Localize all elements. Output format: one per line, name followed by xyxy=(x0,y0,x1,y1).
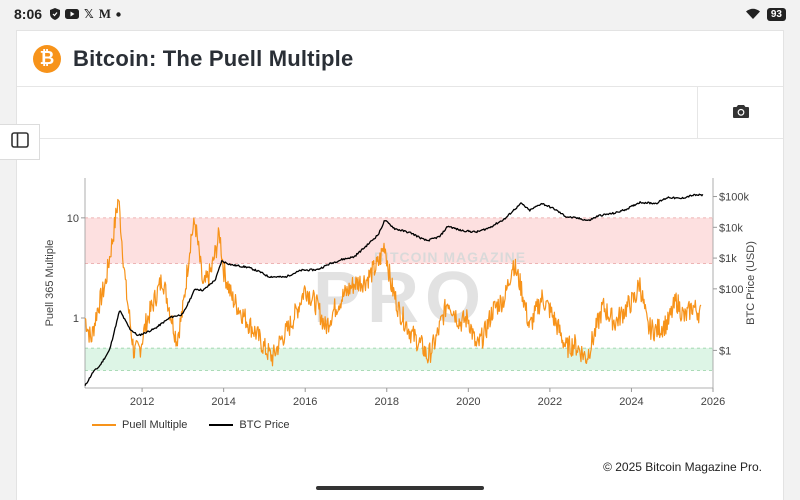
y-right-tick-label: $10k xyxy=(719,222,743,234)
legend-item-puell[interactable]: Puell Multiple xyxy=(92,419,187,431)
legend-swatch-price xyxy=(209,424,234,426)
y-right-tick-label: $1k xyxy=(719,253,737,265)
status-bar: 8:06 𝕏 M 93 xyxy=(0,0,800,28)
y-right-tick-label: $100k xyxy=(719,192,749,204)
bitcoin-logo-icon: ₿ xyxy=(33,44,61,73)
page-title: Bitcoin: The Puell Multiple xyxy=(73,45,354,71)
shield-icon xyxy=(50,8,61,20)
home-indicator xyxy=(316,486,484,490)
chart-card: ₿ Bitcoin: The Puell Multiple xyxy=(16,30,784,500)
legend-item-price[interactable]: BTC Price xyxy=(209,419,290,431)
sidebar-panel-icon xyxy=(10,131,29,153)
x-tick-label: 2016 xyxy=(293,396,317,408)
y-right-axis-title: BTC Price (USD) xyxy=(745,241,757,325)
status-time: 8:06 xyxy=(14,6,43,22)
y-right-tick-label: $1 xyxy=(719,345,731,357)
y-left-tick-label: 1 xyxy=(73,313,79,325)
series-line-btc-price xyxy=(84,193,704,386)
legend-label-puell: Puell Multiple xyxy=(122,419,188,431)
x-tick-label: 2022 xyxy=(538,396,562,408)
y-left-axis-title: Puell 365 Multiple xyxy=(44,240,56,327)
status-app-icons: 𝕏 M xyxy=(50,6,121,22)
copyright-text: © 2025 Bitcoin Magazine Pro. xyxy=(603,460,762,474)
sidebar-toggle-button[interactable] xyxy=(0,124,40,160)
medium-icon: M xyxy=(98,6,111,21)
x-tick-label: 2018 xyxy=(375,396,399,408)
status-right: 93 xyxy=(745,7,786,21)
x-tick-label: 2020 xyxy=(456,396,480,408)
x-tick-label: 2012 xyxy=(130,396,154,408)
dot-icon xyxy=(116,11,121,17)
youtube-icon xyxy=(65,9,80,19)
y-right-tick-label: $100 xyxy=(719,284,743,296)
camera-icon xyxy=(732,104,749,123)
chart-legend: Puell Multiple BTC Price xyxy=(92,419,290,431)
series-line-puell-multiple xyxy=(84,198,702,367)
x-tick-label: 2024 xyxy=(619,396,643,408)
battery-indicator: 93 xyxy=(766,7,786,21)
legend-swatch-puell xyxy=(92,424,116,426)
watermark-main-text: PRO xyxy=(313,258,487,338)
wifi-icon xyxy=(745,8,761,20)
y-left-tick-label: 10 xyxy=(67,213,79,225)
x-tick-label: 2026 xyxy=(701,396,725,408)
chart-header: ₿ Bitcoin: The Puell Multiple xyxy=(17,31,783,87)
watermark-top-text: BITCOIN MAGAZINE xyxy=(374,249,526,265)
screenshot-button[interactable] xyxy=(697,87,783,139)
chart-toolbar xyxy=(17,87,783,139)
x-icon: 𝕏 xyxy=(84,7,94,21)
zone-buy-zone xyxy=(85,348,713,371)
legend-label-price: BTC Price xyxy=(239,419,290,431)
x-tick-label: 2014 xyxy=(211,396,235,408)
